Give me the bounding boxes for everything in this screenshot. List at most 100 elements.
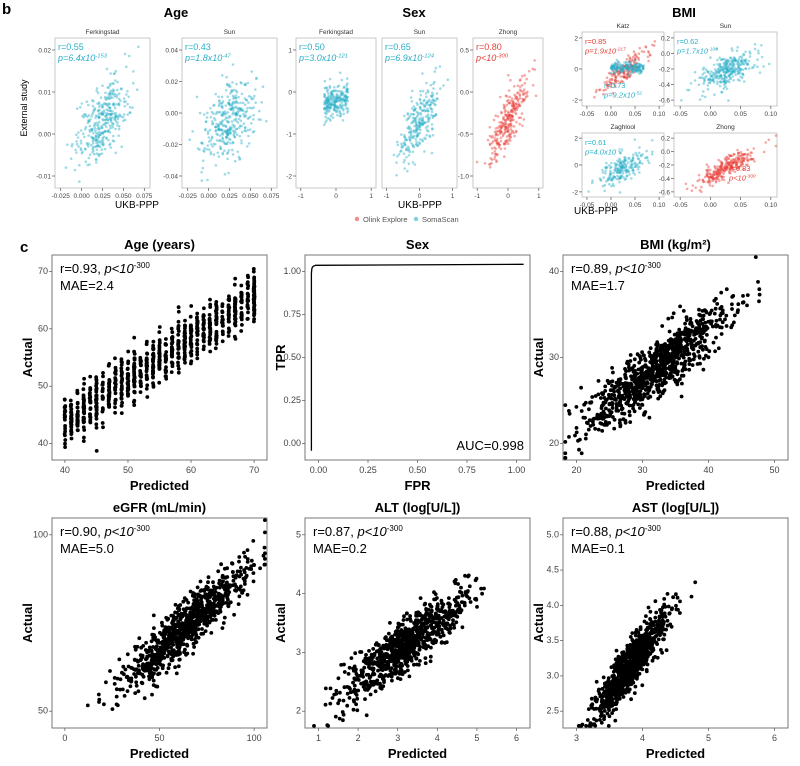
data-point	[94, 139, 97, 142]
data-point	[629, 72, 633, 75]
data-point	[108, 669, 112, 673]
data-point	[244, 129, 247, 133]
data-point	[521, 124, 524, 128]
data-point	[716, 165, 719, 168]
data-point	[91, 104, 95, 108]
data-point	[138, 360, 143, 365]
data-point	[567, 435, 571, 439]
data-point	[502, 105, 506, 109]
data-point	[495, 139, 499, 143]
data-point	[222, 140, 225, 143]
data-point	[629, 374, 633, 379]
data-point	[509, 110, 512, 114]
data-point	[236, 150, 240, 154]
data-point	[117, 134, 120, 137]
data-point	[80, 151, 84, 155]
data-point	[628, 173, 631, 176]
data-point	[109, 91, 112, 94]
data-point	[220, 626, 225, 630]
data-point	[195, 316, 199, 321]
data-point	[411, 161, 415, 164]
data-point	[729, 56, 733, 60]
data-point	[714, 335, 718, 340]
data-point	[106, 130, 110, 133]
data-point	[84, 114, 87, 117]
data-point	[618, 164, 622, 168]
data-point	[701, 313, 706, 318]
data-point	[335, 96, 339, 100]
data-point	[420, 123, 424, 127]
data-point	[510, 104, 514, 107]
data-point	[746, 153, 749, 157]
data-point	[620, 68, 623, 72]
data-point	[412, 145, 416, 149]
data-point	[164, 337, 168, 341]
data-point	[99, 111, 103, 115]
data-point	[722, 68, 726, 71]
data-point	[224, 116, 228, 119]
data-point	[428, 134, 432, 137]
data-point	[92, 99, 95, 103]
data-point	[425, 101, 429, 105]
data-point	[325, 110, 329, 114]
data-point	[325, 107, 328, 111]
data-point	[647, 59, 650, 63]
data-point	[637, 58, 640, 61]
data-point	[94, 386, 99, 391]
data-point	[654, 347, 659, 351]
data-point	[586, 427, 591, 432]
data-point	[126, 373, 130, 378]
data-point	[111, 126, 115, 129]
data-point	[75, 400, 80, 405]
data-point	[504, 126, 507, 129]
data-point	[730, 307, 734, 311]
data-point	[225, 135, 229, 138]
data-point	[104, 115, 107, 118]
data-point	[183, 326, 187, 331]
chart-title: Ferkingstad	[319, 29, 353, 36]
data-point	[62, 415, 67, 420]
data-point	[346, 82, 349, 85]
data-point	[238, 124, 242, 127]
data-point	[96, 127, 99, 131]
data-point	[512, 118, 515, 122]
data-point	[230, 561, 235, 566]
data-point	[176, 360, 180, 365]
data-point	[208, 128, 212, 132]
data-point	[182, 347, 187, 351]
data-point	[637, 354, 642, 358]
data-point	[102, 119, 105, 122]
data-point	[432, 99, 436, 103]
data-point	[94, 116, 97, 120]
data-point	[222, 131, 225, 134]
x-tick-label: -0.05	[673, 202, 688, 209]
data-point	[344, 95, 348, 99]
data-point	[511, 115, 514, 118]
data-point	[227, 102, 230, 106]
data-point	[731, 75, 735, 78]
data-point	[97, 130, 101, 134]
data-point	[341, 97, 345, 100]
data-point	[92, 110, 95, 114]
data-point	[239, 565, 243, 570]
y-tick-label: 50	[38, 381, 48, 391]
data-point	[220, 140, 224, 143]
data-point	[113, 118, 116, 121]
data-point	[724, 59, 728, 63]
data-point	[228, 83, 231, 86]
data-point	[688, 321, 693, 326]
data-point	[109, 146, 113, 149]
data-point	[642, 67, 645, 70]
data-point	[494, 152, 498, 156]
data-point	[227, 85, 231, 88]
data-point	[329, 94, 333, 97]
data-point	[239, 108, 242, 112]
data-point	[506, 118, 510, 121]
data-point	[329, 119, 332, 122]
data-point	[79, 148, 83, 152]
data-point	[221, 153, 225, 156]
data-point	[412, 109, 416, 112]
data-point	[233, 129, 236, 133]
data-point	[419, 93, 423, 97]
data-point	[431, 99, 434, 102]
